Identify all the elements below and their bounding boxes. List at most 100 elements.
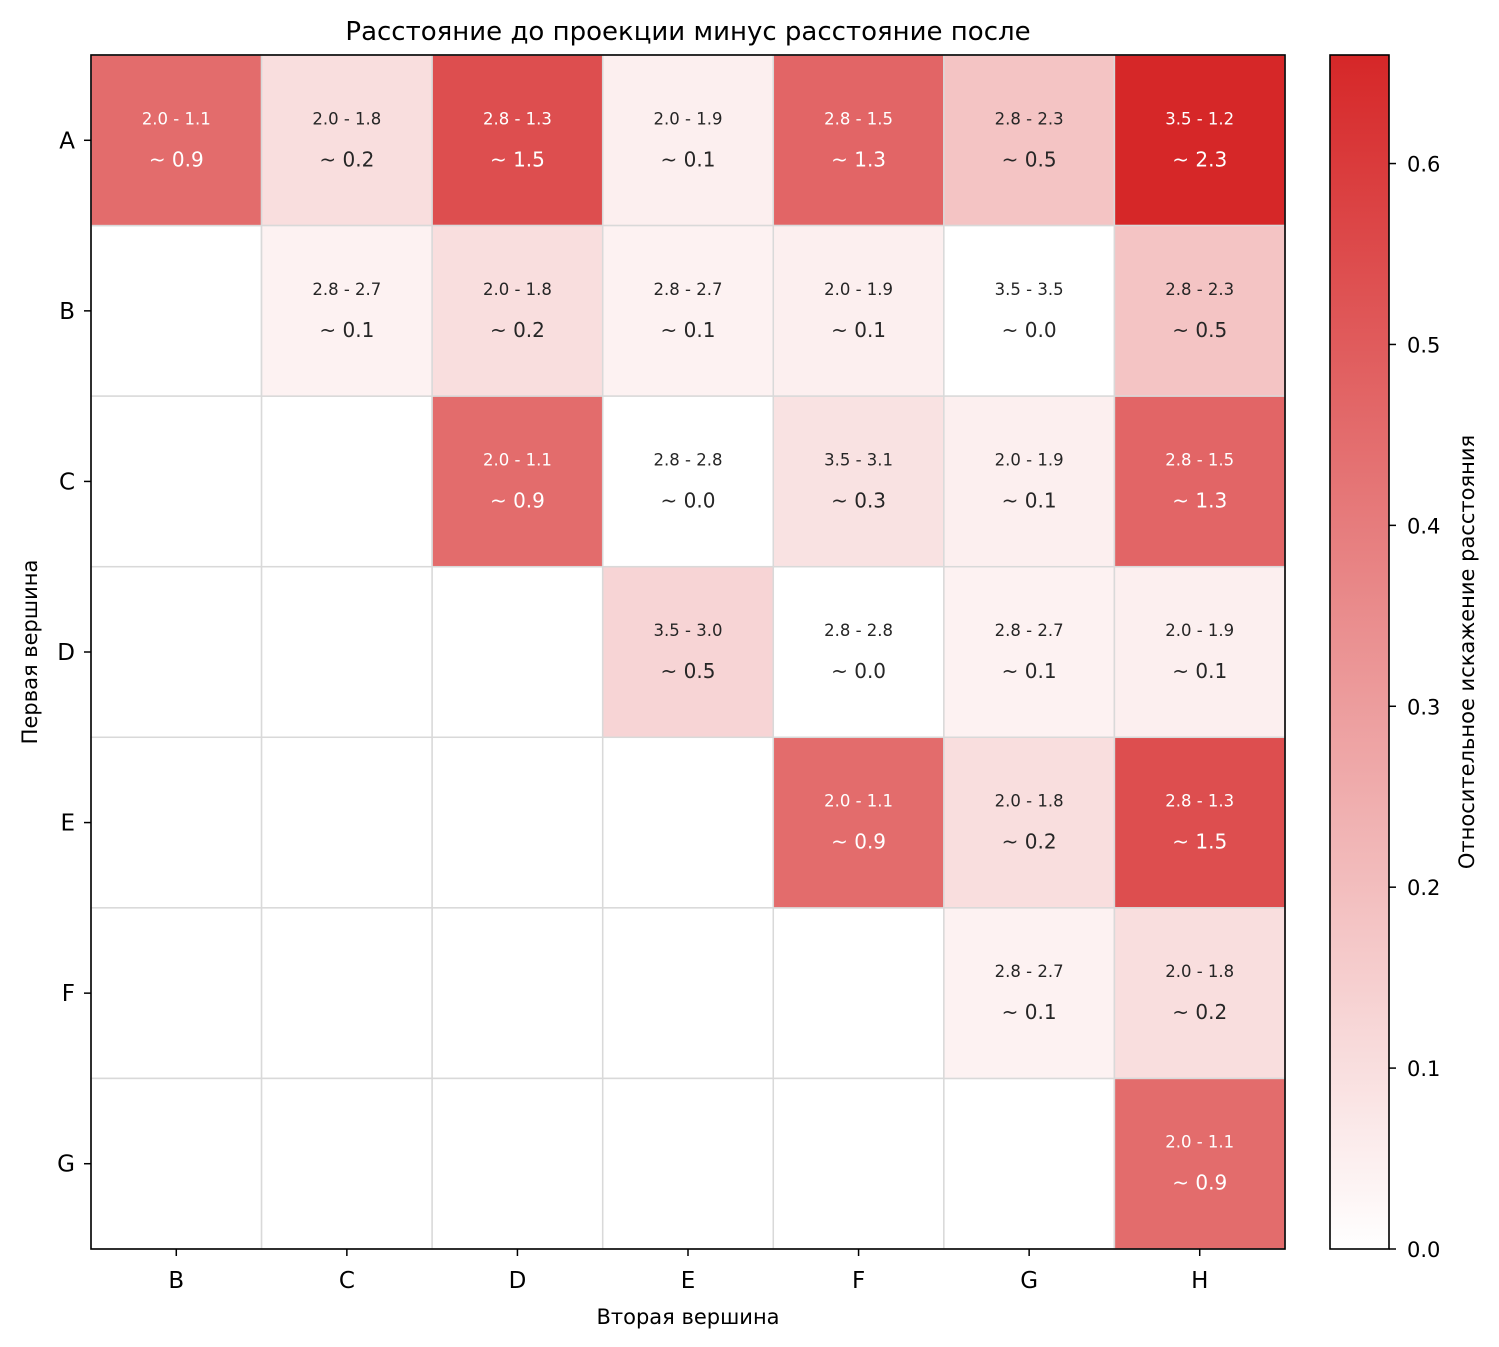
heatmap-cell bbox=[431, 395, 604, 568]
cell-diff-label: ~ 1.3 bbox=[1172, 488, 1227, 512]
heatmap-cell bbox=[601, 224, 775, 397]
heatmap-empty-cell bbox=[260, 395, 433, 568]
x-axis-label: Вторая вершина bbox=[596, 1305, 779, 1329]
cell-diff-label: ~ 0.1 bbox=[831, 318, 886, 342]
heatmap-cell bbox=[601, 565, 775, 739]
cell-distance-label: 2.8 - 2.7 bbox=[995, 962, 1064, 981]
cell-distance-label: 2.0 - 1.8 bbox=[995, 792, 1064, 811]
heatmap-cell bbox=[601, 54, 775, 227]
cell-distance-label: 2.0 - 1.1 bbox=[483, 450, 552, 469]
chart-title: Расстояние до проекции минус расстояние … bbox=[345, 17, 1030, 47]
heatmap-cell bbox=[772, 736, 945, 909]
colorbar-tick-label: 0.0 bbox=[1407, 1238, 1440, 1262]
x-tick-label: B bbox=[168, 1268, 184, 1294]
cell-distance-label: 2.0 - 1.1 bbox=[824, 792, 893, 811]
y-tick-label: B bbox=[59, 299, 75, 325]
heatmap-cell bbox=[260, 54, 433, 227]
heatmap-cell bbox=[260, 224, 433, 397]
cell-diff-label: ~ 0.0 bbox=[661, 488, 716, 512]
heatmap-cell bbox=[1113, 907, 1286, 1080]
cell-distance-label: 3.5 - 3.0 bbox=[654, 621, 723, 640]
x-tick-label: H bbox=[1191, 1268, 1208, 1294]
cell-diff-label: ~ 0.9 bbox=[831, 830, 886, 854]
x-tick-label: C bbox=[339, 1268, 355, 1294]
cell-diff-label: ~ 0.9 bbox=[149, 147, 204, 171]
cell-diff-label: ~ 0.0 bbox=[1002, 318, 1057, 342]
heatmap-empty-cell bbox=[260, 907, 433, 1080]
heatmap-cell bbox=[772, 224, 945, 397]
cell-diff-label: ~ 0.1 bbox=[319, 318, 374, 342]
heatmap-empty-cell bbox=[90, 907, 263, 1080]
heatmap-cell bbox=[772, 565, 945, 739]
heatmap-cell bbox=[90, 54, 263, 227]
x-tick-label: E bbox=[681, 1268, 696, 1294]
heatmap-annotations: 2.0 - 1.1 ~ 0.9 2.0 - 1.8 ~ 0.2 2.8 - 1.3 ~ 1… bbox=[142, 109, 1234, 1194]
cell-distance-label: 2.0 - 1.1 bbox=[142, 109, 211, 128]
x-tick-label: D bbox=[509, 1268, 527, 1294]
heatmap-cell bbox=[772, 395, 945, 568]
cell-diff-label: ~ 0.5 bbox=[1002, 147, 1057, 171]
x-axis-ticks: B C D E F G H bbox=[168, 1249, 1208, 1294]
cell-diff-label: ~ 0.1 bbox=[1172, 659, 1227, 683]
heatmap-cell bbox=[1113, 224, 1286, 397]
heatmap-cell bbox=[1113, 736, 1286, 909]
cell-distance-label: 2.8 - 1.3 bbox=[483, 109, 552, 128]
heatmap-empty-cell bbox=[601, 1077, 775, 1250]
heatmap-empty-cell bbox=[90, 565, 263, 739]
heatmap-empty-cell bbox=[772, 1077, 945, 1250]
heatmap-empty-cell bbox=[260, 565, 433, 739]
y-tick-label: F bbox=[62, 981, 75, 1007]
heatmap-cell bbox=[943, 54, 1116, 227]
heatmap-empty-cell bbox=[90, 224, 263, 397]
cell-distance-label: 3.5 - 3.5 bbox=[995, 280, 1064, 299]
heatmap-cell bbox=[943, 736, 1116, 909]
cell-diff-label: ~ 0.9 bbox=[1172, 1171, 1227, 1195]
cell-distance-label: 2.8 - 2.7 bbox=[654, 280, 723, 299]
heatmap-empty-cell bbox=[431, 1077, 604, 1250]
cell-diff-label: ~ 0.1 bbox=[1002, 488, 1057, 512]
cell-distance-label: 2.0 - 1.8 bbox=[312, 109, 381, 128]
cell-distance-label: 3.5 - 3.1 bbox=[824, 450, 893, 469]
heatmap-empty-cell bbox=[260, 736, 433, 909]
heatmap-cells bbox=[90, 54, 1286, 1250]
cell-diff-label: ~ 0.5 bbox=[1172, 318, 1227, 342]
colorbar-tick-label: 0.6 bbox=[1407, 153, 1440, 177]
heatmap-cell bbox=[1113, 565, 1286, 739]
cell-diff-label: ~ 0.0 bbox=[831, 659, 886, 683]
cell-distance-label: 2.8 - 2.8 bbox=[654, 450, 723, 469]
y-tick-label: G bbox=[57, 1152, 75, 1178]
cell-distance-label: 2.8 - 1.5 bbox=[824, 109, 893, 128]
y-axis-ticks: A B C D E F G bbox=[57, 128, 91, 1178]
heatmap-empty-cell bbox=[260, 1077, 433, 1250]
x-tick-label: F bbox=[852, 1268, 865, 1294]
cell-diff-label: ~ 2.3 bbox=[1172, 147, 1227, 171]
y-tick-label: E bbox=[60, 811, 75, 837]
heatmap-empty-cell bbox=[90, 395, 263, 568]
cell-diff-label: ~ 0.1 bbox=[1002, 1000, 1057, 1024]
cell-diff-label: ~ 0.3 bbox=[831, 488, 886, 512]
heatmap-empty-cell bbox=[431, 907, 604, 1080]
heatmap-cell bbox=[431, 224, 604, 397]
heatmap-cell bbox=[943, 395, 1116, 568]
cell-diff-label: ~ 0.9 bbox=[490, 488, 545, 512]
cell-distance-label: 2.0 - 1.8 bbox=[483, 280, 552, 299]
heatmap-empty-cell bbox=[601, 736, 775, 909]
heatmap-empty-cell bbox=[943, 1077, 1116, 1250]
heatmap-empty-cell bbox=[431, 736, 604, 909]
cell-diff-label: ~ 0.1 bbox=[661, 147, 716, 171]
cell-distance-label: 3.5 - 1.2 bbox=[1165, 109, 1234, 128]
cell-diff-label: ~ 0.5 bbox=[661, 659, 716, 683]
cell-distance-label: 2.0 - 1.9 bbox=[654, 109, 723, 128]
cell-distance-label: 2.8 - 1.5 bbox=[1165, 450, 1234, 469]
colorbar-tick-label: 0.5 bbox=[1407, 333, 1440, 357]
cell-diff-label: ~ 1.5 bbox=[1172, 830, 1227, 854]
cell-diff-label: ~ 1.3 bbox=[831, 147, 886, 171]
cell-diff-label: ~ 0.1 bbox=[661, 318, 716, 342]
colorbar bbox=[1329, 54, 1390, 1250]
colorbar-tick-label: 0.4 bbox=[1407, 514, 1440, 538]
heatmap-cell bbox=[601, 395, 775, 568]
cell-distance-label: 2.8 - 2.3 bbox=[995, 109, 1064, 128]
y-tick-label: D bbox=[57, 640, 75, 666]
cell-diff-label: ~ 0.2 bbox=[1172, 1000, 1227, 1024]
